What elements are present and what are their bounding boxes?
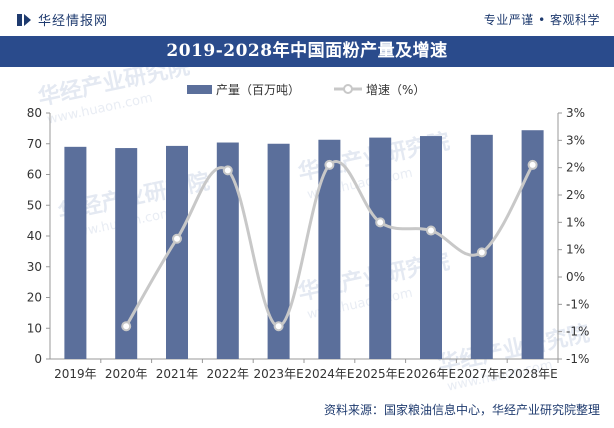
right-tick-label: -1% bbox=[566, 297, 589, 311]
growth-point bbox=[273, 321, 284, 332]
bar bbox=[64, 146, 87, 359]
source-note: 资料来源：国家粮油信息中心，华经产业研究院整理 bbox=[323, 403, 600, 417]
left-tick-label: 80 bbox=[27, 106, 42, 120]
slogan: 专业严谨 • 客观科学 bbox=[483, 13, 600, 27]
growth-point bbox=[426, 225, 436, 236]
bar bbox=[267, 143, 290, 359]
left-tick-label: 20 bbox=[27, 291, 42, 305]
right-tick-label: 1% bbox=[566, 243, 585, 257]
bar bbox=[470, 134, 493, 359]
left-tick-label: 0 bbox=[34, 352, 42, 366]
right-tick-label: 2% bbox=[566, 161, 585, 175]
growth-line bbox=[124, 160, 534, 328]
chart-title: 2019-2028年中国面粉产量及增速 bbox=[0, 36, 614, 67]
brand-name: 华经情报网 bbox=[38, 14, 109, 29]
x-tick-label: 2020年 bbox=[105, 367, 148, 381]
legend-bar-label: 产量（百万吨） bbox=[216, 83, 300, 97]
growth-point bbox=[476, 247, 487, 258]
x-tick-label: 2025年E bbox=[355, 367, 405, 381]
left-tick-label: 50 bbox=[27, 198, 42, 212]
bar bbox=[115, 148, 138, 359]
chart: 华经产业研究院www.huaon.com华经产业研究院www.huaon.com… bbox=[27, 67, 592, 395]
bar bbox=[216, 142, 239, 359]
growth-point bbox=[324, 159, 335, 170]
x-tick-label: 2023年E bbox=[254, 367, 304, 381]
growth-point bbox=[172, 233, 182, 244]
x-tick-label: 2022年 bbox=[207, 367, 250, 381]
left-tick-label: 40 bbox=[27, 229, 42, 243]
growth-point bbox=[121, 321, 132, 332]
bar bbox=[420, 136, 442, 359]
x-tick-label: 2019年 bbox=[54, 367, 97, 381]
right-tick-label: 2% bbox=[566, 188, 585, 202]
right-tick-label: -1% bbox=[566, 352, 589, 366]
growth-point bbox=[222, 165, 233, 176]
x-tick-label: 2028年E bbox=[508, 367, 558, 381]
right-tick-label: 0% bbox=[566, 270, 585, 284]
left-tick-label: 70 bbox=[27, 137, 42, 151]
brand: 华经情报网 bbox=[16, 10, 108, 29]
x-tick-label: 2026年E bbox=[406, 367, 456, 381]
legend-line-label: 增速（%） bbox=[366, 83, 425, 97]
top-bar: 华经情报网 专业严谨 • 客观科学 bbox=[0, 0, 614, 36]
legend-bar-swatch bbox=[187, 85, 212, 94]
left-tick-label: 30 bbox=[27, 260, 42, 274]
legend-line-marker bbox=[343, 84, 353, 94]
left-tick-label: 60 bbox=[27, 168, 42, 182]
bar bbox=[318, 139, 341, 359]
x-tick-label: 2024年E bbox=[304, 367, 354, 381]
growth-point bbox=[527, 159, 538, 170]
x-tick-label: 2021年 bbox=[156, 367, 199, 381]
bar bbox=[369, 137, 392, 359]
right-tick-label: 3% bbox=[566, 106, 585, 120]
brand-logo-icon bbox=[17, 13, 31, 26]
growth-point bbox=[375, 217, 386, 228]
right-tick-label: 3% bbox=[566, 133, 585, 147]
right-tick-label: 1% bbox=[566, 215, 585, 229]
bar bbox=[166, 145, 188, 359]
bar bbox=[521, 130, 544, 359]
left-tick-label: 10 bbox=[27, 321, 42, 335]
right-tick-label: -1% bbox=[566, 325, 589, 339]
x-tick-label: 2027年E bbox=[457, 367, 507, 381]
